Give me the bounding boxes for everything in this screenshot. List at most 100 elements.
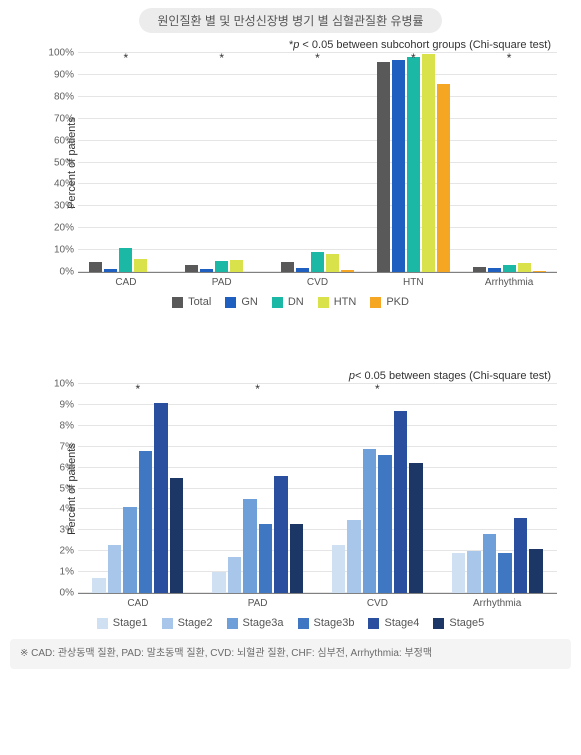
y-tick: 0%	[44, 267, 74, 278]
stages-chart: p< 0.05 between stages (Chi-square test)…	[20, 370, 561, 629]
x-label: HTN	[365, 273, 461, 288]
bar-cluster	[377, 53, 450, 272]
chart-group: *	[78, 53, 174, 272]
bar-cluster	[92, 384, 183, 593]
bar	[215, 261, 228, 272]
y-tick: 6%	[44, 462, 74, 473]
legend-item: Stage2	[162, 617, 213, 629]
chart1-plot: Percent of patients 0%10%20%30%40%50%60%…	[78, 53, 557, 273]
legend-item: PKD	[370, 296, 409, 308]
bar	[230, 260, 243, 272]
bar-cluster	[212, 384, 303, 593]
y-tick: 5%	[44, 483, 74, 494]
chart1-caption-text: < 0.05 between subcohort groups (Chi-squ…	[299, 39, 551, 51]
bar	[378, 455, 392, 593]
y-tick: 2%	[44, 546, 74, 557]
y-tick: 1%	[44, 567, 74, 578]
bar	[514, 518, 528, 593]
bar	[119, 248, 132, 272]
legend-item: GN	[225, 296, 258, 308]
significance-star: *	[219, 51, 224, 65]
bar	[529, 549, 543, 593]
legend-label: Stage1	[113, 617, 148, 629]
legend-item: Stage4	[368, 617, 419, 629]
bar	[407, 57, 420, 272]
x-label: CVD	[270, 273, 366, 288]
legend-item: Stage5	[433, 617, 484, 629]
y-tick: 90%	[44, 69, 74, 80]
bar	[483, 534, 497, 593]
chart-group: *	[365, 53, 461, 272]
significance-star: *	[507, 51, 512, 65]
chart-groups: ***	[78, 384, 557, 593]
x-label: CAD	[78, 594, 198, 609]
bar	[422, 54, 435, 272]
bar	[123, 507, 137, 593]
bar-cluster	[89, 53, 162, 272]
bar	[212, 572, 226, 593]
legend-label: DN	[288, 296, 304, 308]
legend-label: Total	[188, 296, 211, 308]
legend-label: Stage2	[178, 617, 213, 629]
y-tick: 10%	[44, 379, 74, 390]
y-tick: 30%	[44, 201, 74, 212]
chart-groups: *****	[78, 53, 557, 272]
bar	[281, 262, 294, 272]
chart2-legend: Stage1 Stage2 Stage3a Stage3b Stage4 Stage5	[20, 617, 561, 629]
chart2-plot: Percent of patients 0%1%2%3%4%5%6%7%8%9%…	[78, 384, 557, 594]
bar	[134, 259, 147, 272]
bar	[473, 267, 486, 272]
y-tick: 20%	[44, 223, 74, 234]
chart-group: *	[461, 53, 557, 272]
legend-swatch	[97, 618, 108, 629]
legend-swatch	[172, 297, 183, 308]
y-tick: 8%	[44, 420, 74, 431]
legend-swatch	[298, 618, 309, 629]
chart1-caption: *p < 0.05 between subcohort groups (Chi-…	[20, 39, 551, 51]
bar	[341, 270, 354, 272]
bar	[228, 557, 242, 593]
bar-cluster	[281, 53, 354, 272]
bar	[243, 499, 257, 593]
legend-swatch	[433, 618, 444, 629]
bar	[139, 451, 153, 593]
y-tick: 60%	[44, 135, 74, 146]
x-label: PAD	[198, 594, 318, 609]
bar-cluster	[332, 384, 423, 593]
legend-item: DN	[272, 296, 304, 308]
bar	[170, 478, 184, 593]
bar	[274, 476, 288, 593]
legend-swatch	[272, 297, 283, 308]
y-tick: 9%	[44, 399, 74, 410]
chart-group: *	[174, 53, 270, 272]
y-tick: 10%	[44, 245, 74, 256]
y-tick: 70%	[44, 113, 74, 124]
bar	[437, 84, 450, 272]
y-tick: 80%	[44, 91, 74, 102]
chart1-legend: TotalGNDNHTNPKD	[20, 296, 561, 308]
legend-label: Stage3b	[314, 617, 355, 629]
legend-item: Stage3a	[227, 617, 284, 629]
bar	[409, 463, 423, 593]
x-label: PAD	[174, 273, 270, 288]
bar	[89, 262, 102, 272]
significance-star: *	[255, 382, 260, 396]
bar	[363, 449, 377, 593]
x-label: CVD	[318, 594, 438, 609]
bar	[326, 254, 339, 272]
page-title: 원인질환 별 및 만성신장병 병기 별 심혈관질환 유병률	[139, 8, 441, 33]
significance-star: *	[411, 51, 416, 65]
chart-group: *	[318, 384, 438, 593]
chart2-xlabels: CADPADCVDArrhythmia	[78, 594, 557, 609]
bar	[518, 263, 531, 272]
bar	[533, 271, 546, 272]
y-tick: 100%	[44, 48, 74, 59]
legend-swatch	[225, 297, 236, 308]
bar	[332, 545, 346, 593]
chart-group	[437, 384, 557, 593]
legend-item: Stage1	[97, 617, 148, 629]
chart-group: *	[198, 384, 318, 593]
bar	[392, 60, 405, 272]
bar	[154, 403, 168, 593]
significance-star: *	[375, 382, 380, 396]
